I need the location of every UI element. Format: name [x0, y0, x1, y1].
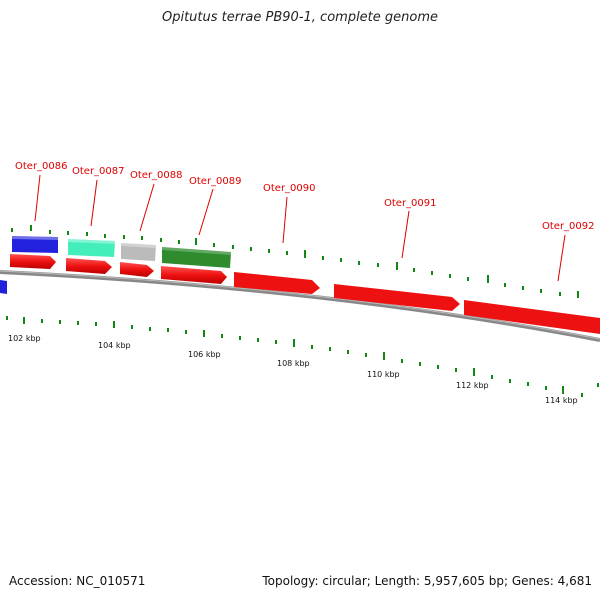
label-leader [34, 174, 41, 222]
label-leader [401, 210, 410, 259]
gene-label-oter-0090[interactable]: Oter_0090 [263, 183, 316, 194]
gene-oter-0086[interactable] [12, 236, 58, 253]
label-leader [557, 234, 566, 282]
scale-label: 108 kbp [277, 359, 310, 368]
map-title: Opitutus terrae PB90-1, complete genome [161, 10, 439, 25]
gene-oter-0088[interactable] [121, 243, 156, 261]
gene-label-oter-0089[interactable]: Oter_0089 [189, 176, 242, 187]
gene-arrow-red[interactable] [66, 258, 112, 274]
gene-label-oter-0087[interactable]: Oter_0087 [72, 166, 125, 177]
gene-label-oter-0086[interactable]: Oter_0086 [15, 161, 68, 172]
gene-arrow-red[interactable] [464, 300, 600, 334]
gene-fragment[interactable] [0, 280, 7, 294]
scale-label: 112 kbp [456, 381, 489, 390]
gene-arrow-red[interactable] [334, 284, 460, 311]
gene-arrow[interactable] [121, 243, 156, 261]
gene-oter-0089[interactable] [162, 247, 231, 268]
scale-label: 104 kbp [98, 341, 131, 350]
gene-label-oter-0088[interactable]: Oter_0088 [130, 170, 183, 181]
scale-label: 106 kbp [188, 350, 221, 359]
accession-label: Accession: NC_010571 [9, 574, 146, 588]
label-leader [90, 179, 98, 227]
gene-arrow-red[interactable] [10, 254, 56, 269]
genome-backbone [0, 270, 600, 342]
gene-oter-0087[interactable] [68, 239, 115, 257]
label-leader [139, 183, 155, 232]
gene-arrow-red[interactable] [161, 266, 227, 284]
upper-tick-track [11, 225, 579, 298]
gene-arrow[interactable] [12, 236, 58, 253]
gene-arrow-red[interactable] [120, 262, 154, 277]
scale-label: 110 kbp [367, 370, 400, 379]
gene-label-oter-0091[interactable]: Oter_0091 [384, 198, 437, 209]
gene-label-oter-0092[interactable]: Oter_0092 [542, 221, 595, 232]
scale-label: 102 kbp [8, 334, 41, 343]
gene-arrow[interactable] [68, 239, 115, 257]
label-leader [198, 188, 214, 236]
gene-arrow[interactable] [162, 247, 231, 268]
scale-label: 114 kbp [545, 396, 578, 405]
genome-stats: Topology: circular; Length: 5,957,605 bp… [262, 574, 592, 588]
label-leader [282, 196, 288, 244]
lower-tick-track [6, 316, 599, 397]
gene-arrow-red[interactable] [234, 272, 320, 294]
